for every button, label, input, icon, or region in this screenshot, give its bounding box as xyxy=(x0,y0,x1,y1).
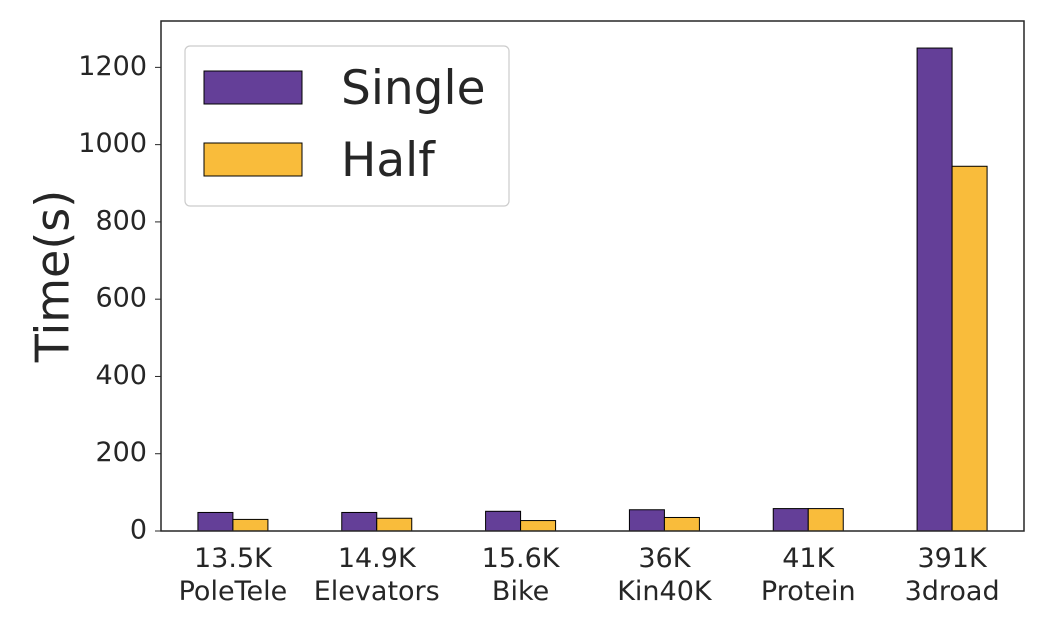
bar-single-kin40k xyxy=(628,509,665,532)
x-tick-label-name: Bike xyxy=(492,576,549,607)
y-axis-ticks: 0 200 400 600 800 1000 1200 xyxy=(78,51,161,546)
bar-single-elevators xyxy=(341,511,378,532)
x-tick-label-size: 36K xyxy=(638,543,691,574)
x-tick-label-size: 391K xyxy=(917,543,988,574)
legend-swatch-single xyxy=(203,70,303,105)
bar-half-poletele xyxy=(232,518,269,532)
x-tick-label-name: Kin40K xyxy=(617,576,713,607)
bar-single-3droad xyxy=(916,47,953,532)
y-tick-label: 800 xyxy=(95,205,147,236)
bar-half-elevators xyxy=(376,517,413,532)
bar-half-3droad xyxy=(951,165,988,532)
x-tick-label-size: 13.5K xyxy=(194,543,273,574)
x-tick-label-name: PoleTele xyxy=(179,576,288,607)
x-tick-label-size: 41K xyxy=(782,543,835,574)
legend-swatch-half xyxy=(203,142,303,177)
x-tick-label-size: 15.6K xyxy=(482,543,561,574)
y-tick-label: 1000 xyxy=(78,128,147,159)
legend: Single Half xyxy=(184,45,510,207)
y-tick-label: 400 xyxy=(95,360,147,391)
legend-label-half: Half xyxy=(341,133,436,188)
y-tick-label: 0 xyxy=(130,515,147,546)
y-axis-label: Time(s) xyxy=(26,190,80,363)
legend-label-single: Single xyxy=(341,61,486,116)
x-tick-label-name: Protein xyxy=(761,576,856,607)
y-tick-label: 1200 xyxy=(78,51,147,82)
x-tick-label-name: Elevators xyxy=(314,576,440,607)
y-tick-label: 600 xyxy=(95,283,147,314)
x-tick-label-size: 14.9K xyxy=(338,543,417,574)
y-tick-label: 200 xyxy=(95,437,147,468)
plot-frame xyxy=(160,20,1025,532)
bar-single-poletele xyxy=(197,511,234,532)
bar-half-protein xyxy=(807,508,844,532)
x-tick-label-name: 3droad xyxy=(905,576,1000,607)
bar-single-protein xyxy=(772,508,809,532)
bar-half-kin40k xyxy=(663,516,700,532)
bars-layer xyxy=(197,47,988,532)
bar-half-bike xyxy=(520,520,557,532)
bar-single-bike xyxy=(485,510,522,532)
